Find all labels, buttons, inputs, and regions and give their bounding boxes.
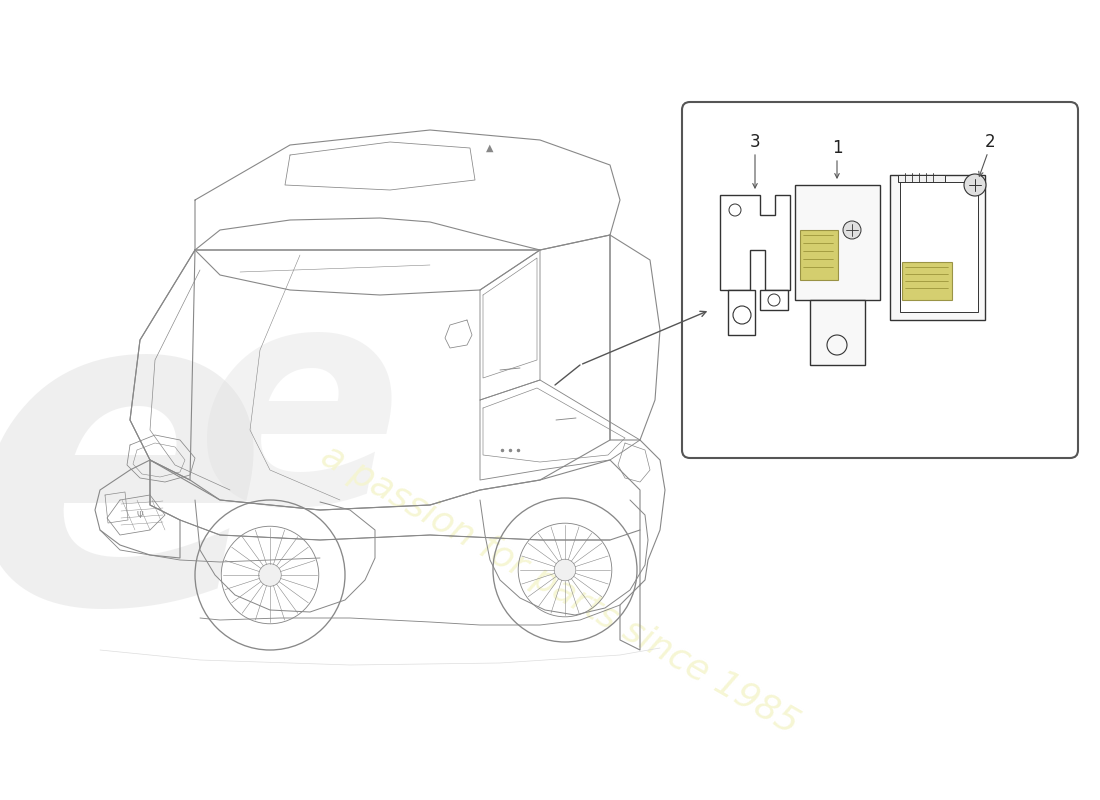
Text: ▲: ▲ [486, 143, 494, 153]
Polygon shape [795, 185, 880, 300]
Circle shape [843, 221, 861, 239]
Text: a passion for parts since 1985: a passion for parts since 1985 [315, 439, 805, 741]
Circle shape [258, 564, 282, 586]
Circle shape [964, 174, 986, 196]
Text: e: e [0, 265, 271, 695]
Circle shape [554, 559, 575, 581]
FancyBboxPatch shape [800, 230, 838, 280]
Text: 2: 2 [984, 133, 996, 151]
Polygon shape [898, 175, 945, 182]
Polygon shape [720, 195, 790, 290]
FancyBboxPatch shape [902, 262, 952, 300]
Polygon shape [760, 290, 788, 310]
Text: 1: 1 [832, 139, 843, 157]
Polygon shape [900, 182, 978, 312]
Text: Ψ: Ψ [136, 510, 143, 519]
Text: 3: 3 [750, 133, 760, 151]
Polygon shape [810, 300, 865, 365]
Polygon shape [890, 175, 984, 320]
Polygon shape [728, 290, 755, 335]
FancyBboxPatch shape [682, 102, 1078, 458]
Text: e: e [197, 271, 404, 569]
